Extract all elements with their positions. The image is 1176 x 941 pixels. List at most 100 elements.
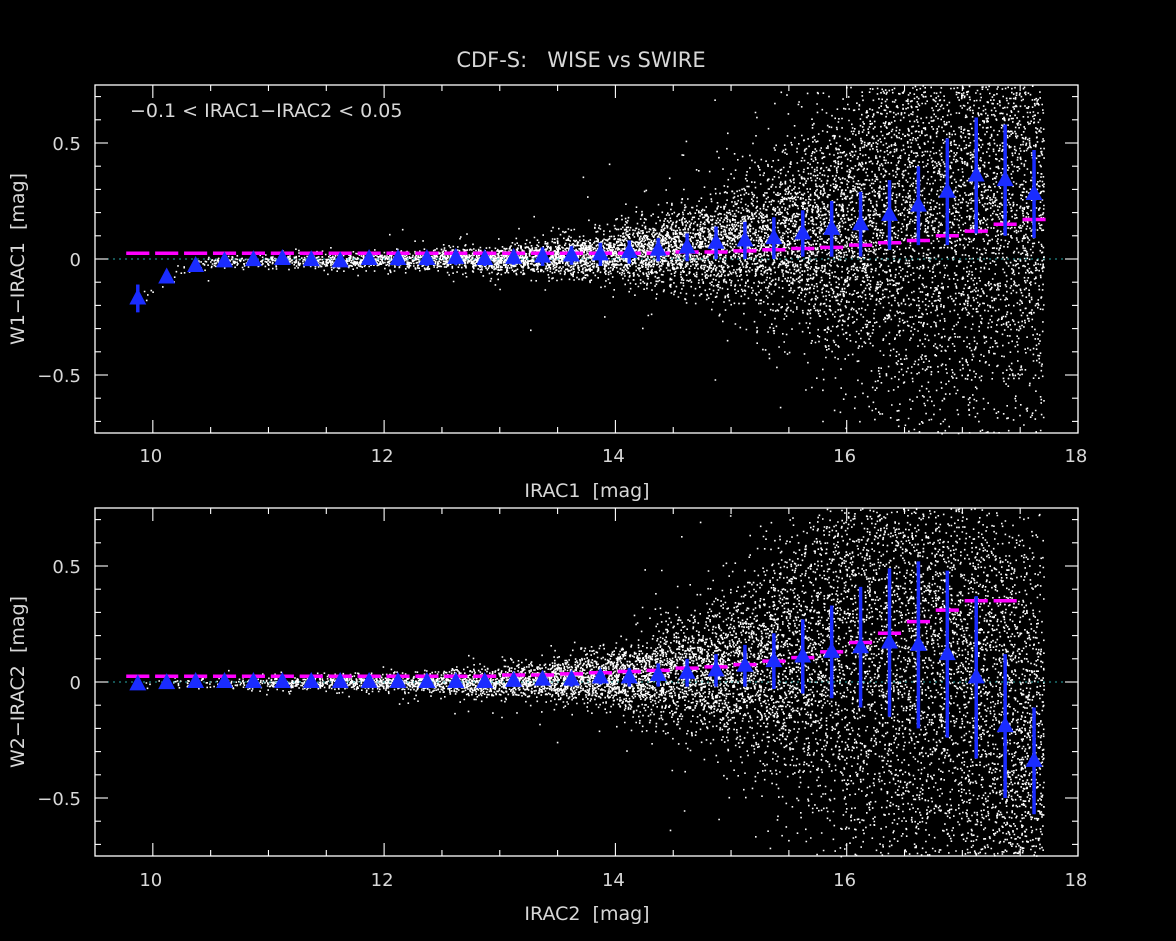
median-triangle-marker <box>765 651 783 668</box>
binned-medians-bottom <box>129 561 1043 815</box>
binned-point <box>794 210 812 257</box>
median-triangle-marker <box>447 247 465 264</box>
median-triangle-marker <box>187 255 205 272</box>
y-tick-label-bottom-0: 0 <box>70 673 81 694</box>
binned-point <box>707 654 725 687</box>
binned-point <box>187 255 205 272</box>
median-triangle-marker <box>360 249 378 265</box>
binned-point <box>678 658 696 687</box>
x-tick-label-top-18: 18 <box>1064 446 1087 467</box>
binned-point <box>794 619 812 694</box>
median-triangle-marker <box>158 267 176 284</box>
median-triangle-marker <box>794 223 812 240</box>
binned-point <box>389 249 407 266</box>
binned-point <box>505 247 523 265</box>
binned-point <box>187 672 205 688</box>
binned-point <box>129 674 147 691</box>
median-triangle-marker <box>158 673 176 690</box>
median-triangle-marker <box>880 632 898 649</box>
binned-point <box>534 669 552 686</box>
binned-point <box>302 250 320 267</box>
binned-point <box>967 117 985 234</box>
median-triangle-marker <box>418 672 436 688</box>
binned-point <box>244 672 262 688</box>
median-triangle-marker <box>765 228 783 245</box>
median-triangle-marker <box>360 672 378 688</box>
binned-point <box>360 672 378 688</box>
y-tick-label-top-0: 0 <box>70 250 81 271</box>
x-tick-label-top-12: 12 <box>371 446 394 467</box>
x-tick-label-top-16: 16 <box>833 446 856 467</box>
binned-medians-top <box>129 117 1043 313</box>
median-triangle-marker <box>302 672 320 688</box>
median-triangle-marker <box>389 249 407 265</box>
binned-point <box>389 672 407 688</box>
median-triangle-marker <box>129 288 147 305</box>
binned-point <box>823 605 841 699</box>
binned-point <box>909 561 927 729</box>
binned-point <box>591 667 609 685</box>
median-triangle-marker <box>649 239 667 256</box>
binned-point <box>852 586 870 708</box>
binned-point <box>996 124 1014 236</box>
scatter-points-top <box>138 85 1045 435</box>
x-tick-label-bottom-16: 16 <box>833 870 856 891</box>
median-triangle-marker <box>216 672 234 688</box>
binned-point <box>736 644 754 687</box>
median-triangle-marker <box>1025 750 1043 767</box>
binned-point <box>158 673 176 690</box>
median-triangle-marker <box>447 672 465 688</box>
figure-title: CDF-S: WISE vs SWIRE <box>456 48 705 72</box>
x-tick-label-bottom-12: 12 <box>371 870 394 891</box>
median-triangle-marker <box>273 672 291 688</box>
binned-point <box>129 284 147 313</box>
binned-point <box>1025 707 1043 815</box>
binned-point <box>880 180 898 250</box>
median-triangle-marker <box>534 669 552 686</box>
y-tick-label-top-05: 0.5 <box>52 134 81 155</box>
median-triangle-marker <box>591 244 609 261</box>
panel-top: 10 12 14 16 18 −0.5 0 0.5 IRAC1 [mag] W1… <box>7 84 1087 502</box>
median-triangle-marker <box>707 232 725 249</box>
x-tick-label-bottom-18: 18 <box>1064 870 1087 891</box>
binned-point <box>967 596 985 759</box>
y-tick-label-bottom-neg05: −0.5 <box>37 789 81 810</box>
binned-point <box>996 654 1014 798</box>
median-triangle-marker <box>244 672 262 688</box>
y-axis-label-bottom: W2−IRAC2 [mag] <box>7 596 29 768</box>
binned-point <box>476 672 494 688</box>
median-triangle-marker <box>1025 184 1043 201</box>
binned-point <box>273 672 291 688</box>
binned-point <box>273 249 291 265</box>
x-tick-label-bottom-10: 10 <box>139 870 162 891</box>
median-triangle-marker <box>273 249 291 265</box>
binned-point <box>360 249 378 265</box>
median-triangle-marker <box>909 634 927 651</box>
panel-bottom: 10 12 14 16 18 −0.5 0 0.5 IRAC2 [mag] W2… <box>7 507 1087 925</box>
median-triangle-marker <box>736 230 754 247</box>
median-triangle-marker <box>707 660 725 677</box>
median-triangle-marker <box>996 170 1014 187</box>
y-tick-label-top-neg05: −0.5 <box>37 366 81 387</box>
binned-point <box>591 242 609 266</box>
median-triangle-marker <box>909 195 927 212</box>
median-triangle-marker <box>302 250 320 267</box>
binned-point <box>418 672 436 688</box>
binned-point <box>331 672 349 688</box>
median-triangle-marker <box>852 214 870 231</box>
median-triangle-marker <box>678 662 696 679</box>
median-triangle-marker <box>678 237 696 254</box>
median-triangle-marker <box>129 674 147 691</box>
median-triangle-marker <box>562 669 580 686</box>
binned-point <box>302 672 320 688</box>
median-triangle-marker <box>331 251 349 268</box>
median-triangle-marker <box>996 716 1014 733</box>
y-axis-label-top: W1−IRAC1 [mag] <box>7 173 29 345</box>
x-tick-label-bottom-14: 14 <box>602 870 625 891</box>
median-triangle-marker <box>562 245 580 262</box>
x-axis-label-bottom: IRAC2 [mag] <box>524 903 649 925</box>
median-triangle-marker <box>649 665 667 682</box>
binned-point <box>1025 149 1043 239</box>
median-triangle-marker <box>534 246 552 263</box>
binned-point <box>620 667 638 687</box>
